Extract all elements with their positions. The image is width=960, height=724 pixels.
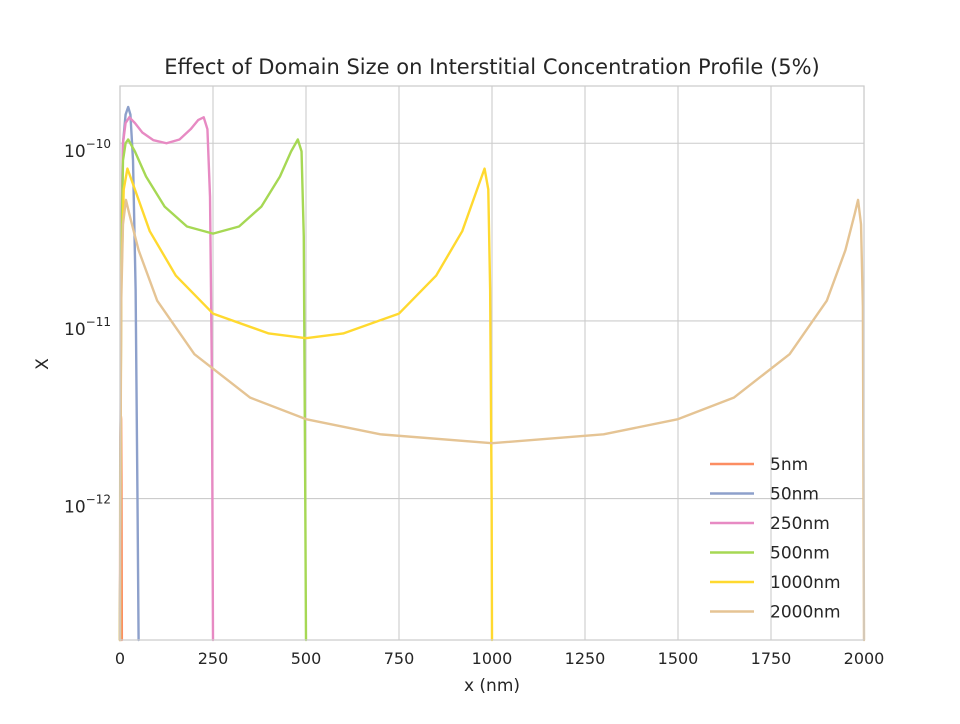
plot-area: [118, 105, 866, 642]
y-tick-label: 10−11: [64, 315, 111, 340]
y-tick-exponent: −12: [86, 493, 111, 507]
series-line-2000nm: [118, 198, 866, 642]
x-tick-label: 500: [291, 649, 322, 668]
y-tick-exponent: −10: [86, 137, 111, 151]
x-tick-label: 1500: [658, 649, 699, 668]
y-tick-base: 10: [64, 498, 86, 518]
legend-label: 1000nm: [770, 573, 841, 593]
x-tick-label: 2000: [844, 649, 885, 668]
x-tick-label: 1000: [472, 649, 513, 668]
y-tick-base: 10: [64, 142, 86, 162]
legend-label: 2000nm: [770, 603, 841, 623]
y-tick-exponent: −11: [86, 315, 111, 329]
series-line-250nm: [118, 116, 215, 642]
chart-title: Effect of Domain Size on Interstitial Co…: [164, 55, 819, 79]
y-tick-label: 10−10: [64, 137, 111, 162]
series-line-500nm: [118, 138, 308, 642]
y-tick-base: 10: [64, 320, 86, 340]
legend-label: 250nm: [770, 514, 830, 534]
x-axis-label: x (nm): [464, 676, 520, 696]
x-tick-label: 250: [198, 649, 229, 668]
y-tick-label: 10−12: [64, 493, 111, 518]
legend-label: 500nm: [770, 544, 830, 564]
legend: 5nm 50nm 250nm 500nm 1000nm 2000nm: [710, 455, 841, 623]
x-tick-label: 750: [384, 649, 415, 668]
x-tick-label: 0: [115, 649, 125, 668]
x-tick-label: 1750: [751, 649, 792, 668]
legend-label: 50nm: [770, 485, 819, 505]
plot-frame: [119, 85, 865, 641]
legend-label: 5nm: [770, 455, 808, 475]
tick-labels: 0 250 500 750 1000 1250 1500 1750 200010−1210−11…: [64, 137, 884, 668]
y-axis-label: X: [33, 358, 53, 370]
series-line-1000nm: [118, 167, 494, 642]
x-tick-label: 1250: [565, 649, 606, 668]
